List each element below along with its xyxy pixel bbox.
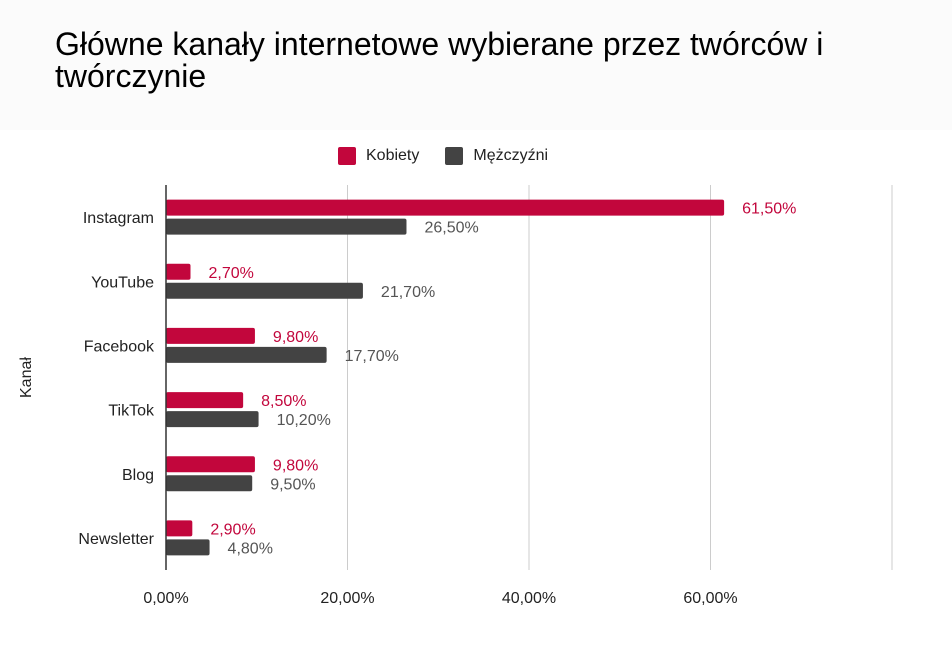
bar-mezczyzni-5 — [166, 539, 210, 556]
category-label: YouTube — [91, 274, 154, 291]
bar-kobiety-2 — [166, 327, 255, 344]
title-area: Główne kanały internetowe wybierane prze… — [0, 0, 952, 130]
data-label-kobiety: 8,50% — [261, 393, 306, 410]
data-label-kobiety: 2,70% — [209, 265, 254, 282]
category-label: Instagram — [83, 210, 154, 227]
legend-swatch-mezczyzni — [445, 147, 464, 165]
bar-kobiety-0 — [166, 199, 725, 216]
data-label-kobiety: 61,50% — [742, 201, 796, 218]
data-label-kobiety: 9,80% — [273, 329, 318, 346]
bar-mezczyzni-3 — [166, 411, 259, 428]
x-tick-label-2: 40,00% — [502, 590, 556, 607]
data-label-mezczyzni: 26,50% — [424, 220, 478, 237]
x-tick-label-0: 0,00% — [143, 590, 188, 607]
category-label: Blog — [122, 467, 154, 484]
category-label: Newsletter — [78, 531, 154, 548]
data-label-kobiety: 9,80% — [273, 457, 318, 474]
x-tick-label-1: 20,00% — [320, 590, 374, 607]
data-label-mezczyzni: 17,70% — [345, 348, 399, 365]
legend-swatch-kobiety — [338, 147, 356, 165]
data-label-mezczyzni: 4,80% — [228, 540, 273, 557]
legend-label-mezczyzni: Mężczyźni — [473, 147, 549, 164]
data-label-kobiety: 2,90% — [210, 521, 255, 538]
data-label-mezczyzni: 21,70% — [381, 284, 435, 301]
bar-kobiety-5 — [166, 520, 193, 537]
data-label-mezczyzni: 9,50% — [270, 476, 315, 493]
chart-title: Główne kanały internetowe wybierane prze… — [55, 26, 824, 94]
category-label: TikTok — [108, 403, 155, 420]
bar-kobiety-4 — [166, 456, 255, 473]
bar-mezczyzni-2 — [166, 346, 327, 363]
bar-kobiety-3 — [166, 392, 244, 409]
chart-legend: Kobiety Mężczyźni — [338, 144, 574, 168]
legend-item-mezczyzni: Mężczyźni — [445, 147, 548, 165]
data-label-mezczyzni: 10,20% — [277, 412, 331, 429]
x-tick-label-3: 60,00% — [683, 590, 737, 607]
bar-kobiety-1 — [166, 263, 191, 280]
bar-mezczyzni-4 — [166, 475, 253, 492]
category-label: Facebook — [84, 338, 155, 355]
legend-label-kobiety: Kobiety — [366, 147, 420, 164]
bar-mezczyzni-1 — [166, 282, 363, 299]
bar-mezczyzni-0 — [166, 218, 407, 235]
legend-item-kobiety: Kobiety — [338, 147, 419, 165]
